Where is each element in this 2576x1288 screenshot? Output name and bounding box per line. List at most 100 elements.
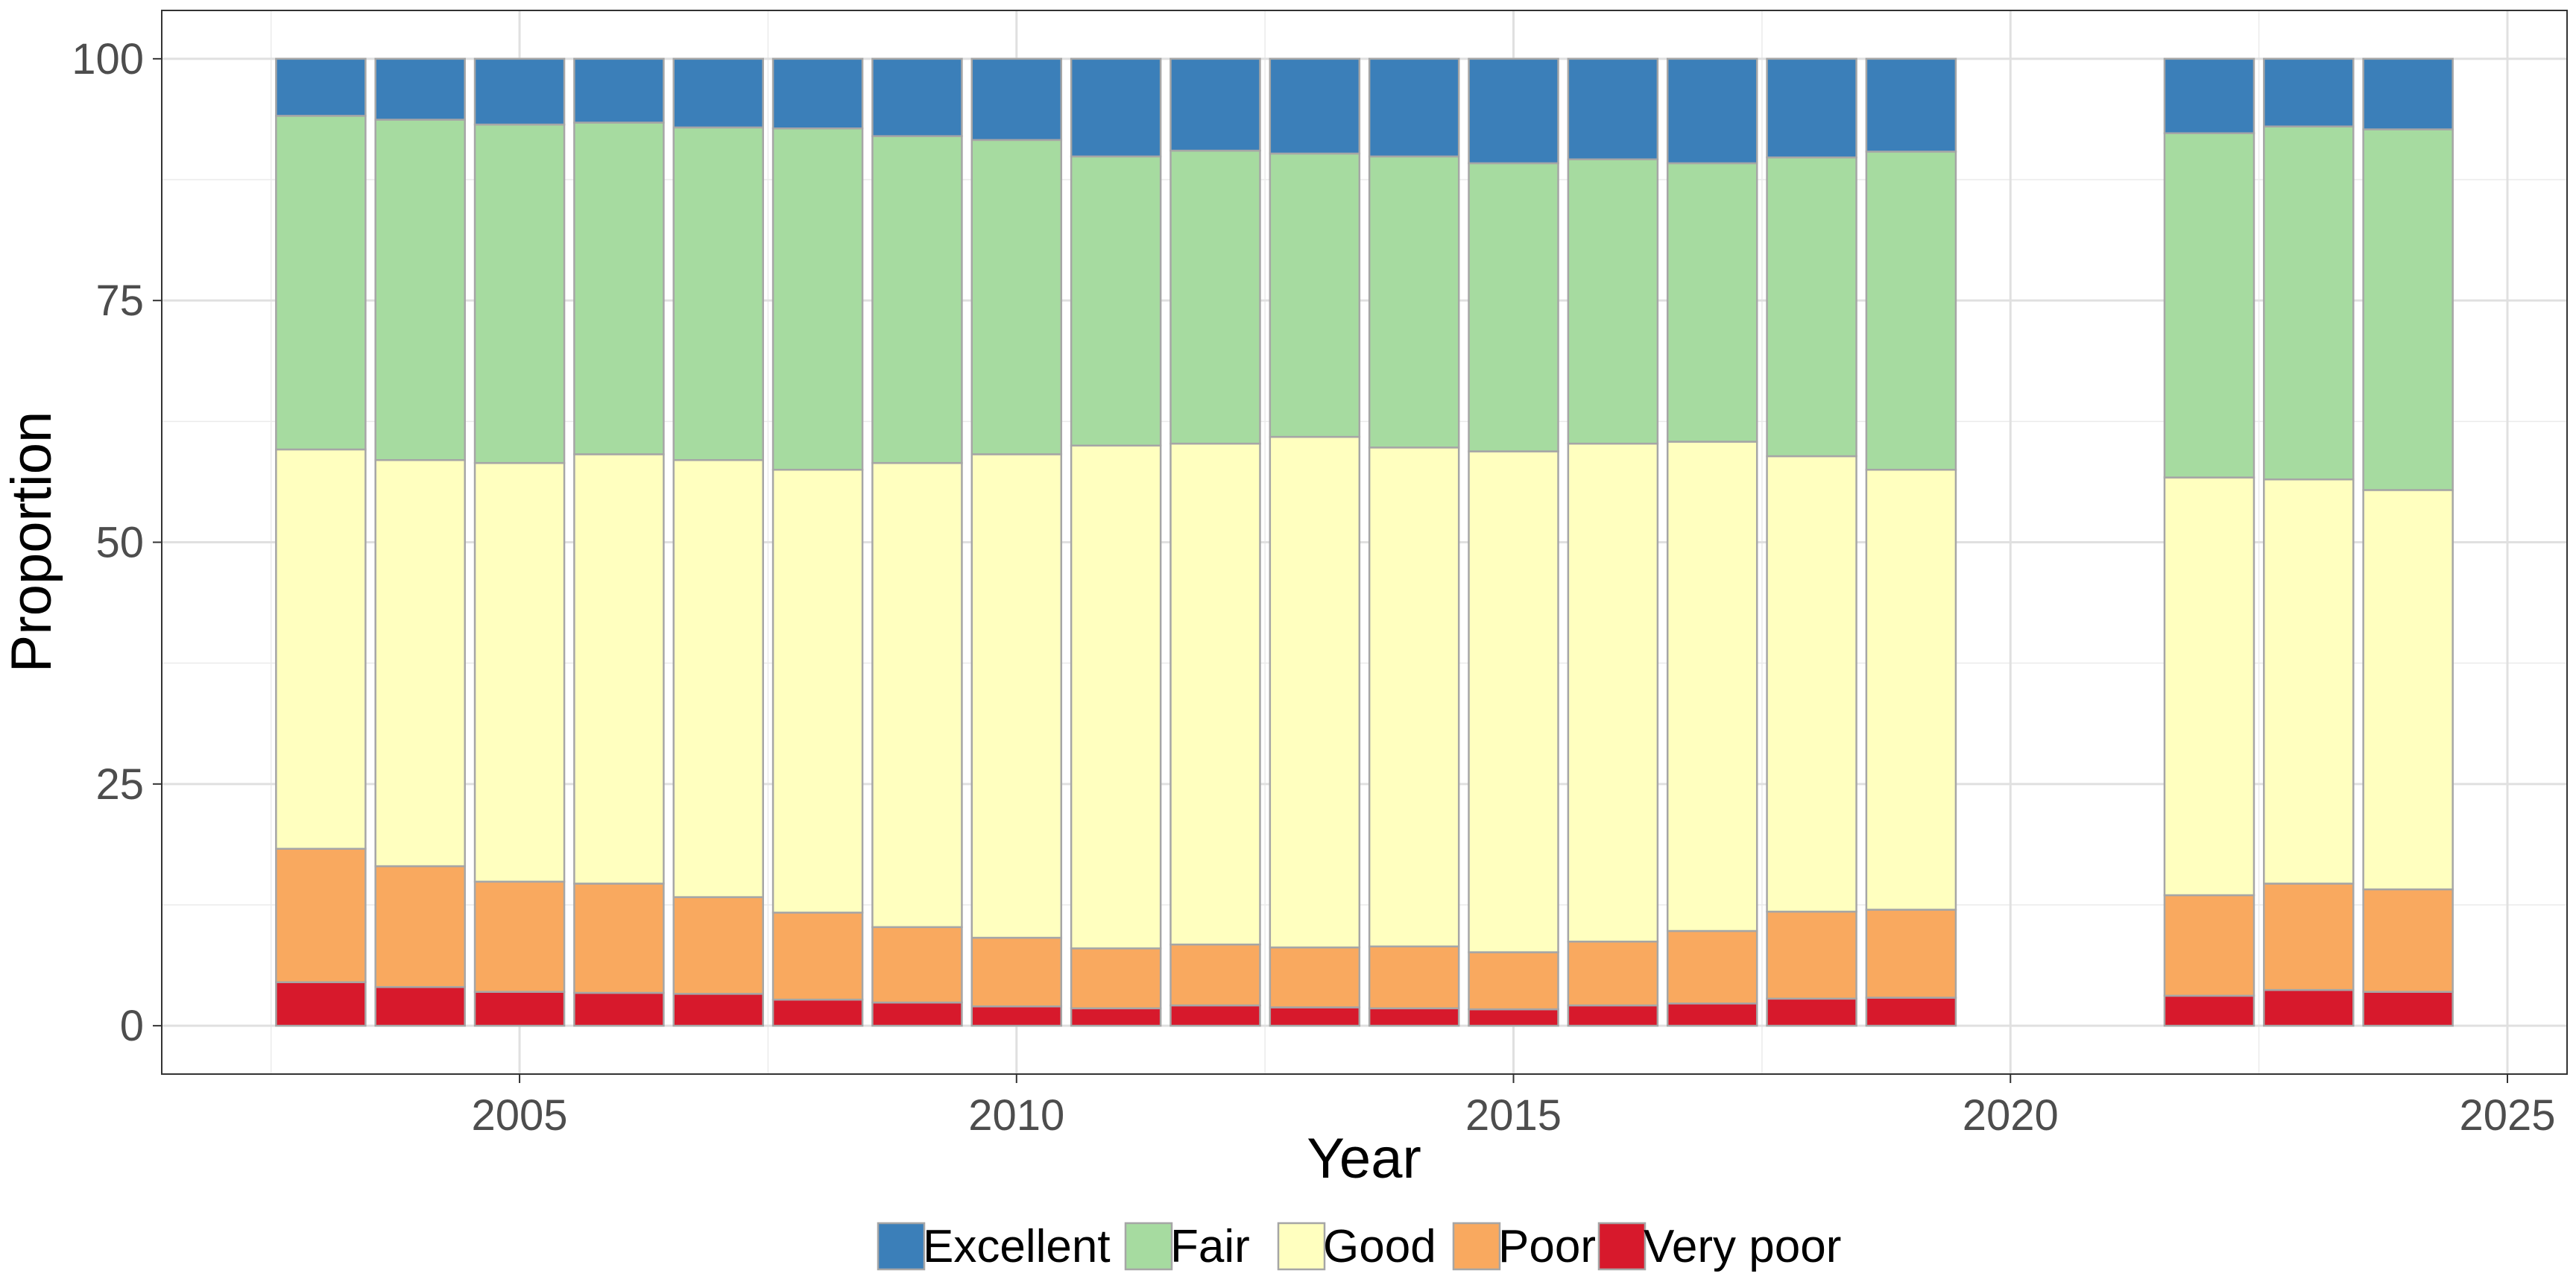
bar-very-poor-2006 (573, 991, 665, 1027)
bar-excellent-2014 (1368, 57, 1460, 158)
bar-fair-2005 (473, 123, 566, 464)
x-tick-label: 2025 (2459, 1091, 2555, 1140)
x-axis-title: Year (1307, 1127, 1421, 1190)
bar-excellent-2007 (672, 57, 765, 129)
bar-very-poor-2009 (871, 1001, 963, 1027)
x-axis: 2005 2010 2015 2020 2025 (472, 1074, 2556, 1140)
bar-very-poor-2012 (1169, 1004, 1261, 1027)
bar-fair-2011 (1070, 155, 1162, 447)
bar-very-poor-2022 (2163, 994, 2255, 1027)
bar-poor-2006 (573, 883, 665, 994)
y-tick-label: 0 (120, 1002, 144, 1050)
bar-very-poor-2008 (771, 998, 864, 1027)
bar-excellent-2012 (1169, 57, 1261, 152)
bar-excellent-2022 (2163, 57, 2255, 135)
bar-poor-2009 (871, 926, 963, 1004)
bar-excellent-2003 (275, 57, 367, 117)
bar-very-poor-2014 (1368, 1007, 1460, 1027)
bar-fair-2016 (1567, 158, 1659, 445)
bars (275, 57, 2454, 1027)
y-axis-title: Proportion (0, 411, 63, 673)
bar-good-2011 (1070, 444, 1162, 950)
bar-poor-2003 (275, 847, 367, 984)
bar-fair-2018 (1766, 156, 1857, 458)
bar-excellent-2010 (970, 57, 1063, 142)
bar-fair-2023 (2263, 125, 2355, 481)
bar-fair-2014 (1368, 155, 1460, 449)
bar-poor-2023 (2263, 883, 2355, 991)
bar-excellent-2009 (871, 57, 963, 137)
legend-label-fair: Fair (1170, 1221, 1250, 1272)
bar-fair-2008 (771, 127, 864, 471)
bar-excellent-2017 (1666, 57, 1758, 165)
bar-good-2006 (573, 453, 665, 885)
x-tick-label: 2005 (472, 1091, 568, 1140)
bar-very-poor-2019 (1865, 997, 1957, 1027)
bar-good-2004 (374, 458, 466, 868)
bar-good-2005 (473, 461, 566, 883)
bar-very-poor-2017 (1666, 1003, 1758, 1027)
bar-good-2013 (1269, 435, 1361, 949)
bar-poor-2018 (1766, 910, 1857, 1000)
bar-good-2010 (970, 453, 1063, 939)
bar-excellent-2016 (1567, 57, 1659, 161)
bar-very-poor-2011 (1070, 1007, 1162, 1027)
bar-good-2015 (1468, 450, 1559, 953)
legend-label-good: Good (1323, 1221, 1436, 1272)
y-tick-label: 25 (95, 760, 144, 809)
bar-good-2017 (1666, 441, 1758, 932)
bar-poor-2014 (1368, 945, 1460, 1010)
bar-fair-2019 (1865, 151, 1957, 471)
bar-very-poor-2005 (473, 991, 566, 1027)
bar-good-2022 (2163, 476, 2255, 897)
bar-fair-2017 (1666, 162, 1758, 443)
bar-poor-2007 (672, 896, 765, 995)
bar-poor-2011 (1070, 947, 1162, 1010)
legend-label-very-poor: Very poor (1644, 1221, 1841, 1272)
bar-fair-2022 (2163, 132, 2255, 479)
bar-excellent-2024 (2362, 57, 2454, 130)
bar-poor-2013 (1269, 946, 1361, 1008)
bar-excellent-2011 (1070, 57, 1162, 158)
bar-very-poor-2018 (1766, 997, 1857, 1027)
legend-label-poor: Poor (1498, 1221, 1596, 1272)
bar-fair-2007 (672, 126, 765, 461)
bar-poor-2016 (1567, 941, 1659, 1007)
bar-good-2012 (1169, 442, 1261, 946)
bar-fair-2010 (970, 139, 1063, 455)
bar-excellent-2023 (2263, 57, 2355, 127)
bar-very-poor-2007 (672, 993, 765, 1027)
bar-poor-2017 (1666, 929, 1758, 1005)
legend-label-excellent: Excellent (923, 1221, 1111, 1272)
y-tick-label: 50 (95, 519, 144, 567)
bar-good-2023 (2263, 478, 2355, 885)
bar-excellent-2018 (1766, 57, 1857, 159)
bar-very-poor-2016 (1567, 1004, 1659, 1027)
bar-good-2007 (672, 458, 765, 898)
bar-very-poor-2024 (2362, 991, 2454, 1027)
bar-fair-2024 (2362, 128, 2454, 491)
bar-very-poor-2015 (1468, 1008, 1559, 1027)
bar-poor-2010 (970, 936, 1063, 1008)
bar-poor-2008 (771, 912, 864, 1001)
bar-good-2003 (275, 448, 367, 850)
y-tick-label: 75 (95, 277, 144, 325)
legend: Excellent Fair Good Poor Very poor (877, 1221, 1841, 1272)
legend-key-good (1277, 1222, 1326, 1271)
legend-key-fair (1124, 1222, 1173, 1271)
bar-fair-2004 (374, 119, 466, 461)
bar-excellent-2019 (1865, 57, 1957, 153)
bar-excellent-2006 (573, 57, 665, 124)
bar-excellent-2015 (1468, 57, 1559, 165)
y-axis: 0 25 50 75 100 (72, 35, 162, 1050)
bar-good-2009 (871, 461, 963, 929)
bar-good-2014 (1368, 446, 1460, 948)
x-tick-label: 2015 (1465, 1091, 1562, 1140)
bar-excellent-2004 (374, 57, 466, 121)
y-tick-label: 100 (72, 35, 144, 83)
bar-good-2008 (771, 468, 864, 914)
bar-fair-2015 (1468, 162, 1559, 452)
bar-excellent-2005 (473, 57, 566, 126)
bar-good-2018 (1766, 455, 1857, 913)
bar-excellent-2008 (771, 57, 864, 130)
